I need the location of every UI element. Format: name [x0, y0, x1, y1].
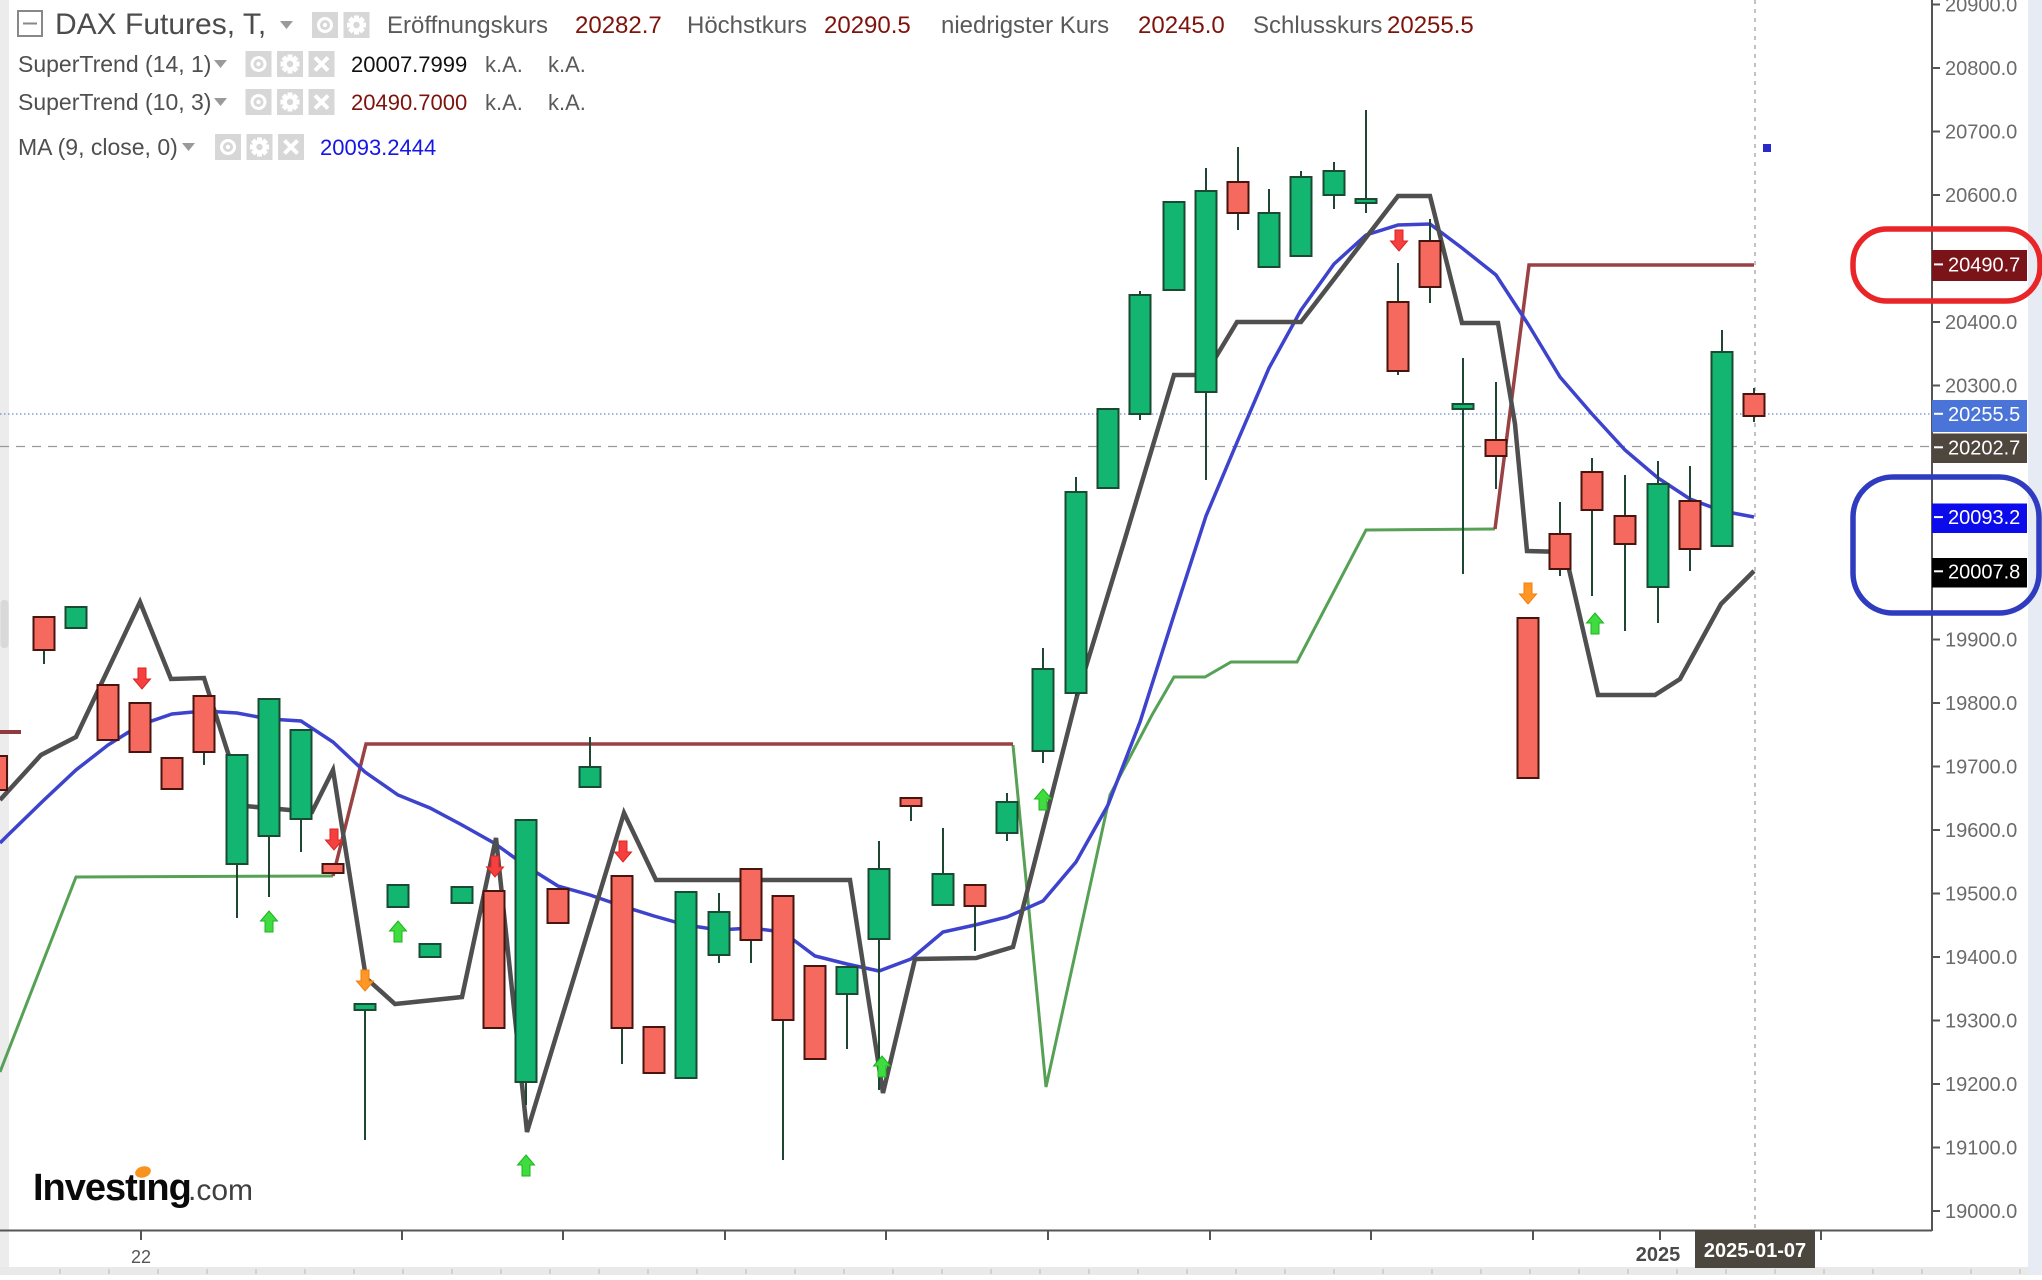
svg-text:19600.0: 19600.0: [1945, 820, 2017, 842]
svg-text:20900.0: 20900.0: [1945, 0, 2017, 17]
svg-text:20007.8: 20007.8: [1948, 561, 2020, 583]
svg-text:SuperTrend (14, 1): SuperTrend (14, 1): [18, 51, 211, 77]
svg-text:20255.5: 20255.5: [1387, 12, 1474, 39]
svg-text:20255.5: 20255.5: [1948, 404, 2020, 426]
svg-text:20093.2: 20093.2: [1948, 507, 2020, 529]
svg-text:20400.0: 20400.0: [1945, 312, 2017, 334]
svg-text:19100.0: 19100.0: [1945, 1138, 2017, 1160]
svg-text:20202.7: 20202.7: [1948, 437, 2020, 459]
svg-text:19400.0: 19400.0: [1945, 947, 2017, 969]
svg-text:20245.0: 20245.0: [1138, 12, 1225, 39]
svg-text:20600.0: 20600.0: [1945, 185, 2017, 207]
svg-text:19500.0: 19500.0: [1945, 884, 2017, 906]
svg-text:Schlusskurs: Schlusskurs: [1253, 12, 1382, 39]
svg-text:niedrigster Kurs: niedrigster Kurs: [941, 12, 1109, 39]
svg-text:22: 22: [131, 1247, 151, 1267]
svg-text:20700.0: 20700.0: [1945, 122, 2017, 144]
svg-text:20007.7999: 20007.7999: [351, 52, 467, 77]
svg-text:20093.2444: 20093.2444: [320, 135, 436, 160]
svg-text:SuperTrend (10, 3): SuperTrend (10, 3): [18, 89, 211, 115]
svg-text:2025: 2025: [1636, 1244, 1681, 1266]
svg-text:19200.0: 19200.0: [1945, 1074, 2017, 1096]
svg-text:19800.0: 19800.0: [1945, 693, 2017, 715]
svg-text:20282.7: 20282.7: [575, 12, 662, 39]
svg-text:Höchstkurs: Höchstkurs: [687, 12, 807, 39]
svg-text:19000.0: 19000.0: [1945, 1201, 2017, 1223]
svg-text:k.A.: k.A.: [485, 52, 523, 77]
svg-text:19700.0: 19700.0: [1945, 757, 2017, 779]
svg-text:20490.7000: 20490.7000: [351, 90, 467, 115]
svg-text:20490.7: 20490.7: [1948, 254, 2020, 276]
svg-text:k.A.: k.A.: [548, 52, 586, 77]
svg-text:Investing: Investing: [33, 1167, 191, 1209]
svg-text:20800.0: 20800.0: [1945, 58, 2017, 80]
svg-text:MA (9, close, 0): MA (9, close, 0): [18, 134, 178, 160]
svg-text:19900.0: 19900.0: [1945, 630, 2017, 652]
svg-text:Eröffnungskurs: Eröffnungskurs: [387, 12, 548, 39]
svg-text:19300.0: 19300.0: [1945, 1011, 2017, 1033]
svg-text:2025-01-07: 2025-01-07: [1704, 1240, 1806, 1262]
svg-text:20300.0: 20300.0: [1945, 376, 2017, 398]
svg-text:20290.5: 20290.5: [824, 12, 911, 39]
svg-text:k.A.: k.A.: [548, 90, 586, 115]
svg-text:.com: .com: [188, 1174, 253, 1207]
svg-text:k.A.: k.A.: [485, 90, 523, 115]
svg-text:DAX Futures, T,: DAX Futures, T,: [55, 8, 266, 41]
